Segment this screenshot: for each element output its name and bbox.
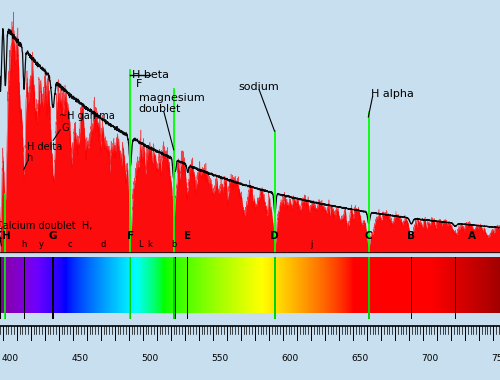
Text: F: F [127,231,134,241]
Text: H alpha: H alpha [371,89,414,99]
Text: d: d [100,240,106,249]
Text: G: G [48,231,57,241]
Text: C: C [365,231,372,241]
Text: j: j [310,240,312,249]
Text: 750: 750 [492,355,500,363]
Text: H beta: H beta [132,70,168,81]
Text: c: c [68,240,72,249]
Text: 400: 400 [1,355,18,363]
Text: F: F [136,79,142,89]
Text: 450: 450 [72,355,88,363]
Text: ~H gamma
 G: ~H gamma G [59,111,114,133]
Text: b: b [171,240,176,249]
Text: Calcium doublet  H,: Calcium doublet H, [0,221,92,231]
Text: H delta
h: H delta h [26,142,62,163]
Text: A: A [468,231,476,241]
Text: KH: KH [0,231,10,241]
Text: 700: 700 [422,355,438,363]
Text: sodium: sodium [238,82,279,92]
Text: E: E [184,231,191,241]
Text: magnesium
doublet: magnesium doublet [138,93,204,114]
Text: k: k [148,240,152,249]
Text: B: B [408,231,416,241]
Text: 550: 550 [212,355,228,363]
Text: h: h [22,240,27,249]
Text: D: D [270,231,279,241]
Text: L: L [138,240,142,249]
Text: y: y [39,240,44,249]
Text: 600: 600 [282,355,298,363]
Text: 500: 500 [141,355,158,363]
Text: 650: 650 [352,355,368,363]
